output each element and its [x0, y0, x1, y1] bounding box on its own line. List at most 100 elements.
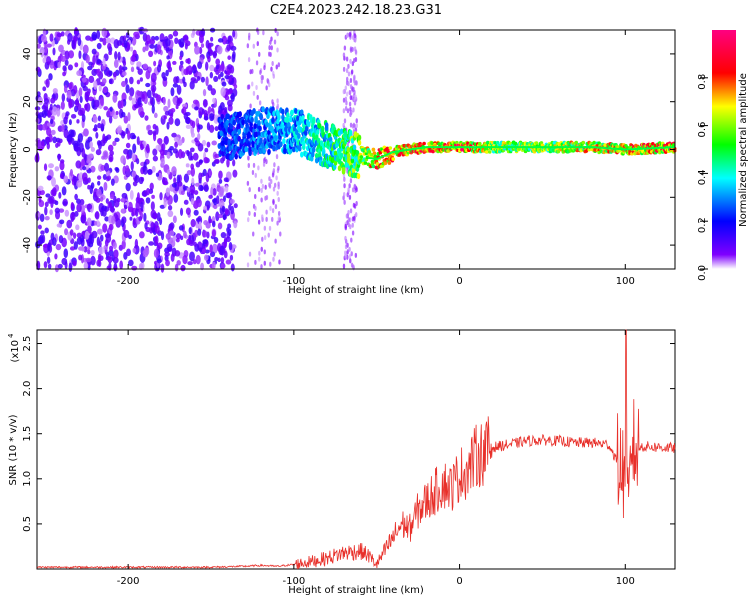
spectrogram-cell [346, 146, 351, 153]
spectrogram-cell [202, 239, 209, 245]
spectrogram-cell [247, 217, 250, 223]
spectrogram-cell [102, 174, 107, 181]
spectrogram-cell [62, 65, 67, 72]
spectrogram-cell [339, 128, 344, 135]
spectrogram-cell [275, 64, 278, 70]
spectrogram-cell [343, 176, 346, 182]
spectrogram-cell [128, 234, 132, 240]
spectrogram-cell [232, 30, 236, 38]
spectrogram-cell [349, 122, 353, 128]
spectrogram-cell [289, 147, 293, 154]
spectrogram-cell [258, 51, 261, 57]
spectrogram-y-ticks: -40 -20 0 20 40 [22, 48, 675, 253]
spectrogram-cell [351, 230, 355, 236]
spectrogram-cell [215, 64, 220, 70]
spectrogram-cell [132, 143, 137, 154]
spectrogram-cell [168, 33, 174, 40]
spectrogram-cell [173, 76, 179, 84]
spectrogram-cell [254, 205, 257, 211]
spectrogram-cell [260, 75, 263, 81]
spectrogram-cell [219, 130, 224, 137]
spectrogram-cell [367, 150, 372, 154]
spectrogram-cell [202, 89, 207, 97]
spectrogram-cell [592, 141, 596, 145]
spectrogram-cell [197, 124, 203, 130]
spectrogram-cell [347, 63, 350, 69]
spectrogram-cell [163, 105, 169, 112]
spectrogram-cell [143, 212, 147, 222]
spectrogram-cell [271, 208, 275, 214]
spectrogram-cell [211, 140, 217, 146]
spectrogram-cell [186, 170, 192, 176]
spectrogram-cell [249, 121, 253, 128]
spectrogram-cell [270, 45, 273, 51]
spectrogram-cell [147, 124, 151, 130]
spectrogram-cell [139, 143, 144, 151]
spectrogram-cell [194, 45, 200, 55]
spectrogram-cell [276, 47, 279, 53]
spectrogram-cell [283, 143, 287, 150]
figure-title: C2E4.2023.242.18.23.G31 [270, 3, 442, 18]
spectrogram-cell [86, 217, 92, 227]
spectrogram-cell [181, 67, 185, 76]
spectrogram-cell [155, 94, 162, 103]
spectrogram-cell [349, 78, 353, 84]
spectrogram-cell [145, 143, 150, 154]
spectrogram-cell [96, 188, 102, 198]
spectrogram-cell [138, 231, 145, 239]
spectrogram-cell [76, 180, 83, 188]
spectrogram-cell [69, 169, 74, 177]
spectrogram-cell [47, 110, 51, 117]
spectrogram-cell [227, 223, 232, 229]
spectrogram-cell [76, 232, 83, 238]
spectrogram-cell [75, 98, 80, 108]
spectrogram-cell [87, 88, 91, 94]
spectrogram-cell [138, 216, 143, 222]
spectrogram-cell [224, 208, 229, 216]
spectrogram-cell [136, 192, 140, 202]
spectrogram-cell [43, 261, 48, 269]
spectrogram-cell [200, 262, 205, 271]
spectrogram-cell [373, 154, 378, 159]
spectrogram-cell [166, 121, 170, 130]
spectrogram-cell [96, 68, 101, 77]
spectrogram-cell [172, 83, 179, 88]
spectrogram-cell [193, 190, 199, 195]
spectrogram-cell [46, 127, 52, 137]
spectrogram-cell [266, 78, 269, 84]
spectrogram-cell [99, 196, 104, 202]
spectrogram-cell [217, 213, 224, 219]
spectrogram-cell [603, 143, 607, 147]
y-tick-label: 2.0 [22, 381, 33, 397]
spectrogram-cell [177, 149, 183, 159]
spectrogram-cell [151, 86, 155, 97]
spectrogram-cell [172, 215, 177, 224]
spectrogram-cell [279, 231, 282, 237]
spectrogram-cell [49, 209, 53, 215]
spectrogram-cell [108, 78, 113, 84]
spectrogram-cell [126, 248, 131, 257]
spectrogram-cell [37, 224, 42, 230]
spectrogram-cell [251, 68, 254, 74]
spectrogram-cell [195, 254, 201, 265]
spectrogram-cell [258, 100, 262, 106]
spectrogram-cell [346, 32, 349, 38]
spectrogram-cell [347, 81, 350, 87]
spectrogram-cell [198, 172, 203, 181]
spectrogram-cell [157, 137, 163, 145]
spectrogram-cell [345, 91, 349, 97]
spectrogram-cell [131, 170, 137, 177]
spectrogram-cell [213, 237, 219, 244]
spectrogram-cell [108, 70, 113, 76]
spectrogram-cell [39, 46, 45, 56]
spectrogram-cell [353, 215, 356, 221]
spectrogram-cell [226, 44, 231, 52]
spectrogram-cell [388, 146, 393, 150]
spectrogram-cell [175, 237, 180, 243]
spectrogram-cell [353, 33, 357, 39]
spectrogram-cell [108, 223, 114, 231]
spectrogram-cell [102, 133, 106, 143]
spectrogram-cell [121, 80, 127, 88]
spectrogram-cell [300, 151, 304, 158]
spectrogram-cell [191, 177, 195, 186]
